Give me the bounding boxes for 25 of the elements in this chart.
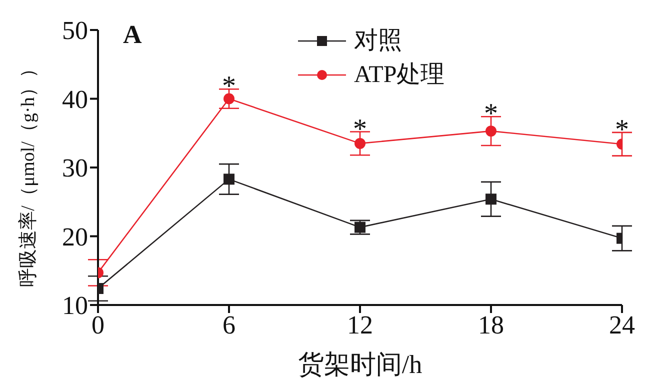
- point: [486, 194, 496, 205]
- x-tick-label: 0: [92, 310, 104, 340]
- y-tick-label: 50: [62, 16, 88, 46]
- annotation: A: [123, 20, 142, 50]
- point: [224, 174, 234, 185]
- annotation: *: [615, 114, 629, 146]
- y-tick-label: 10: [62, 291, 88, 320]
- x-axis-title: 货架时间/h: [298, 350, 422, 379]
- y-tick-label: 20: [62, 222, 88, 252]
- y-axis-title: 呼吸速率/（μmol/（g·h））: [17, 59, 39, 287]
- y-tick-label: 30: [62, 154, 88, 183]
- x-tick-label: 18: [478, 310, 504, 340]
- point: [354, 138, 366, 149]
- point: [354, 222, 366, 233]
- annotation: *: [353, 114, 367, 145]
- x-tick-label: 12: [347, 310, 373, 340]
- point: [224, 93, 234, 104]
- legend-label: 对照: [354, 27, 402, 56]
- annotation: *: [222, 71, 236, 102]
- legend-label: ATP处理: [354, 61, 445, 90]
- x-tick-label: 6: [222, 310, 236, 340]
- y-tick-label: 40: [62, 84, 88, 114]
- annotation: *: [484, 98, 498, 130]
- point: [486, 126, 496, 137]
- x-tick-label: 24: [609, 310, 635, 340]
